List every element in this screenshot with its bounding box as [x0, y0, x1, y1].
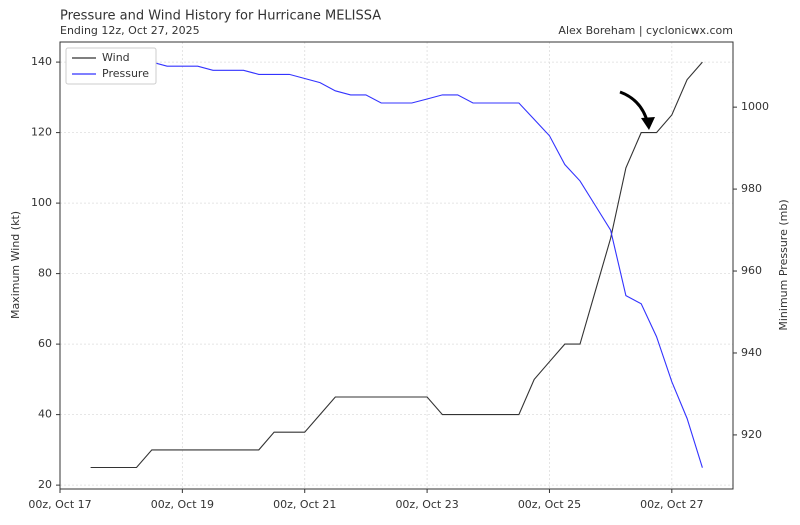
plot-frame	[59, 41, 734, 490]
x-tick-label: 00z, Oct 23	[395, 498, 458, 511]
series-line	[90, 61, 703, 468]
x-tick-label: 00z, Oct 17	[28, 498, 91, 511]
y2-tick-label: 960	[741, 264, 762, 277]
legend-box	[65, 47, 157, 85]
x-tick-label: 00z, Oct 25	[518, 498, 581, 511]
legend: Wind Pressure	[65, 47, 157, 85]
x-tick-label: 00z, Oct 21	[273, 498, 336, 511]
y-tick-label: 20	[38, 478, 52, 491]
y-tick-label: 40	[38, 408, 52, 421]
annotation-arrowhead	[641, 117, 655, 130]
y-tick-label: 80	[38, 267, 52, 280]
legend-label: Pressure	[102, 67, 149, 80]
y-axis-label: Maximum Wind (kt)	[9, 211, 22, 319]
y-tick-label: 60	[38, 337, 52, 350]
series-line	[90, 61, 703, 469]
y2-tick-label: 1000	[741, 100, 769, 113]
y-tick-label: 100	[31, 196, 52, 209]
y2-axis-label: Minimum Pressure (mb)	[777, 199, 790, 330]
chart-subtitle: Ending 12z, Oct 27, 2025	[60, 24, 200, 37]
chart-title: Pressure and Wind History for Hurricane …	[60, 9, 381, 24]
y2-tick-label: 940	[741, 346, 762, 359]
y2-tick-label: 920	[741, 428, 762, 441]
y2-tick-label: 980	[741, 182, 762, 195]
legend-label: Wind	[102, 51, 130, 64]
x-tick-label: 00z, Oct 27	[640, 498, 703, 511]
y-tick-label: 140	[31, 55, 52, 68]
x-tick-label: 00z, Oct 19	[151, 498, 214, 511]
y-tick-label: 120	[31, 126, 52, 139]
credit: Alex Boreham | cyclonicwx.com	[558, 24, 733, 37]
